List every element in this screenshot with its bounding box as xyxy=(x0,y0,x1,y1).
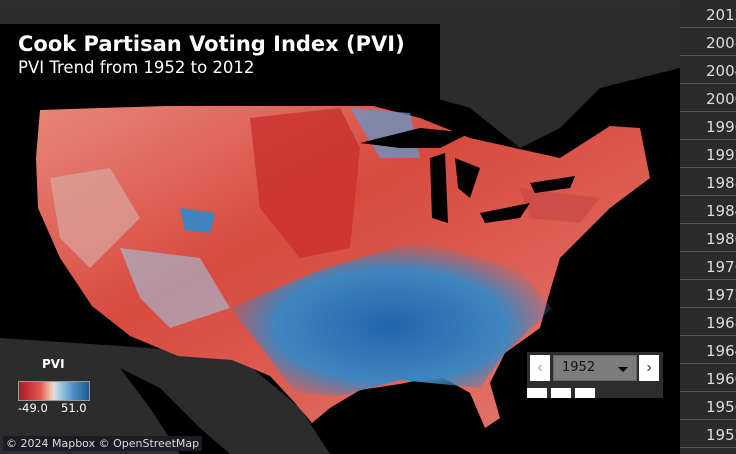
year-item[interactable]: 1960 xyxy=(680,364,736,392)
year-item[interactable]: 1996 xyxy=(680,112,736,140)
year-item[interactable]: 1972 xyxy=(680,280,736,308)
play-forward-button[interactable] xyxy=(575,388,595,398)
selected-year: 1952 xyxy=(562,360,596,375)
year-item[interactable]: 1984 xyxy=(680,196,736,224)
year-item[interactable]: 1952 xyxy=(680,420,736,448)
year-item[interactable]: 1992 xyxy=(680,140,736,168)
year-item[interactable]: 2004 xyxy=(680,56,736,84)
year-item[interactable]: 1988 xyxy=(680,168,736,196)
year-item[interactable]: 1976 xyxy=(680,252,736,280)
year-item[interactable]: 1964 xyxy=(680,336,736,364)
play-back-button[interactable] xyxy=(527,388,547,398)
legend-max-label: 51.0 xyxy=(61,401,87,415)
year-item[interactable]: 1968 xyxy=(680,308,736,336)
blue-south xyxy=(230,240,552,396)
year-item[interactable]: 2000 xyxy=(680,84,736,112)
stop-button[interactable] xyxy=(551,388,571,398)
chevron-left-icon: ‹ xyxy=(537,359,543,376)
dark-red-plains xyxy=(250,108,360,258)
year-item[interactable]: 2008 xyxy=(680,28,736,56)
year-dropdown[interactable]: 1952 xyxy=(553,355,637,381)
year-item[interactable]: 2012 xyxy=(680,0,736,28)
title-panel xyxy=(0,24,440,106)
map-subtitle: PVI Trend from 1952 to 2012 xyxy=(18,58,255,77)
legend-title: PVI xyxy=(42,357,65,371)
year-item[interactable]: 1980 xyxy=(680,224,736,252)
year-item[interactable]: 1956 xyxy=(680,392,736,420)
legend-color-ramp xyxy=(18,381,90,401)
top-bar xyxy=(0,0,680,8)
legend-min-label: -49.0 xyxy=(18,401,48,415)
great-lakes xyxy=(360,128,575,223)
next-year-button[interactable]: › xyxy=(639,355,659,381)
caret-down-icon xyxy=(618,367,628,372)
map-attribution[interactable]: © 2024 Mapbox © OpenStreetMap xyxy=(3,436,203,451)
year-player: ‹ 1952 › xyxy=(527,352,663,398)
chevron-right-icon: › xyxy=(646,359,652,376)
prev-year-button[interactable]: ‹ xyxy=(530,355,550,381)
year-list: 2012 2008 2004 2000 1996 1992 1988 1984 … xyxy=(680,0,736,454)
map-title: Cook Partisan Voting Index (PVI) xyxy=(18,32,405,56)
